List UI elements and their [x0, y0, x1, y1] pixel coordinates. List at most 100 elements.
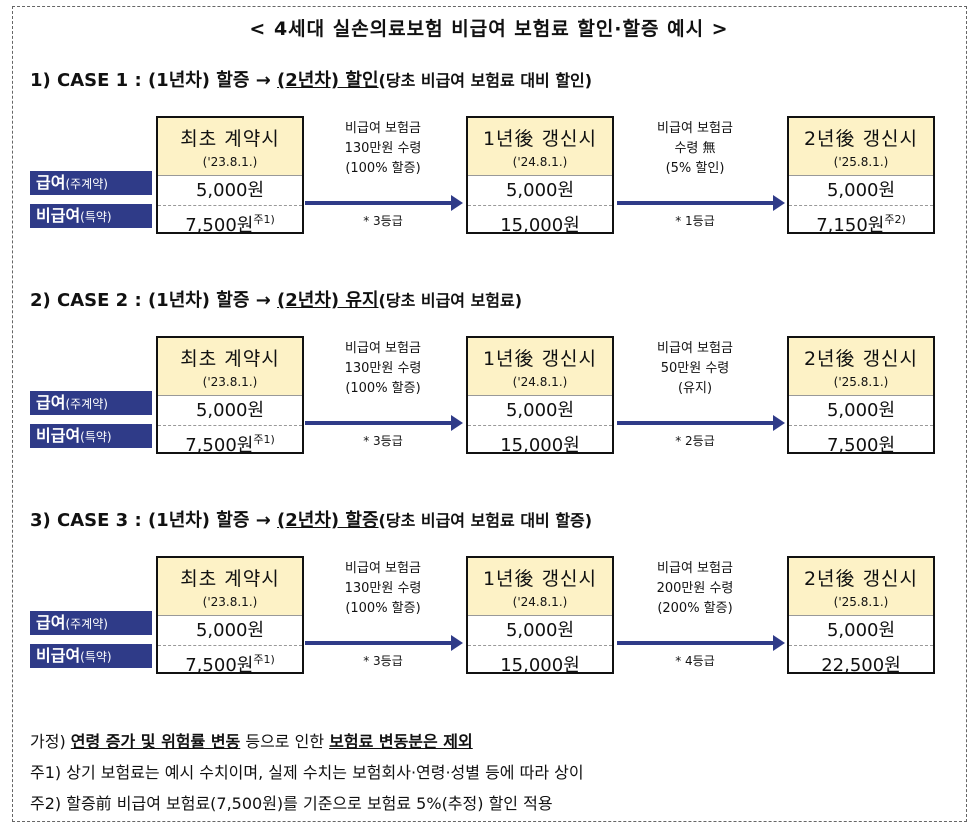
transition-line-3: (200% 할증) — [657, 601, 733, 616]
arrow-icon — [305, 195, 463, 211]
case-title: 3) CASE 3 : (1년차) 할증 → (2년차) 할증(당초 비급여 보… — [30, 506, 592, 532]
transition-desc: 비급여 보험금 130만원 수령 (100% 할증) — [303, 559, 463, 619]
period-header: 최초 계약시 ('23.8.1.) — [158, 338, 302, 396]
case-title-note: (당초 비급여 보험료 대비 할인) — [378, 71, 593, 90]
premium-non: 15,000원 — [500, 215, 580, 236]
premium-non: 7,500원 — [826, 435, 896, 456]
period-title: 1년後 갱신시 — [482, 348, 598, 370]
arrow-icon — [617, 415, 785, 431]
premium-non: 7,500원 — [185, 215, 254, 236]
premium-main: 5,000원 — [468, 616, 612, 646]
transition-line-2: 수령 無 — [674, 141, 716, 156]
arrow-icon — [305, 635, 463, 651]
period-date: ('25.8.1.) — [833, 155, 889, 169]
period-box: 최초 계약시 ('23.8.1.) 5,000원 7,500원주1) — [156, 116, 304, 236]
label-benefit-main: 급여(주계약) — [30, 611, 152, 635]
grade-label: * 1등급 — [675, 214, 715, 228]
grade-label: * 4등급 — [675, 654, 715, 668]
transition-desc: 비급여 보험금 수령 無 (5% 할인) — [615, 119, 775, 179]
label-text: 급여 — [36, 613, 66, 632]
note-2: 주2) 할증前 비급여 보험료(7,500원)를 기준으로 보험료 5%(추정)… — [30, 794, 553, 813]
period-box: 1년後 갱신시 ('24.8.1.) 5,000원 15,000원 — [466, 116, 614, 236]
premium-non-row: 7,500원주1) — [158, 426, 302, 456]
transition-line-1: 비급여 보험금 — [657, 341, 733, 356]
period-header: 2년後 갱신시 ('25.8.1.) — [789, 118, 933, 176]
label-sub: (주계약) — [65, 177, 108, 191]
label-sub: (주계약) — [65, 617, 108, 631]
premium-non-row: 15,000원 — [468, 206, 612, 236]
case-title-prefix: 1) CASE 1 : (1년차) 할증 → — [30, 70, 278, 91]
label-sub: (특약) — [80, 210, 112, 224]
transition-line-1: 비급여 보험금 — [345, 561, 421, 576]
premium-non: 22,500원 — [821, 655, 901, 676]
transition-line-1: 비급여 보험금 — [345, 341, 421, 356]
transition-line-3: (100% 할증) — [345, 381, 421, 396]
period-box: 2년後 갱신시 ('25.8.1.) 5,000원 22,500원 — [787, 556, 935, 676]
premium-main: 5,000원 — [789, 176, 933, 206]
period-date: ('23.8.1.) — [202, 155, 258, 169]
footnote-mark: 주2) — [884, 213, 906, 226]
case-1: 1) CASE 1 : (1년차) 할증 → (2년차) 할인(당초 비급여 보… — [0, 66, 978, 276]
period-header: 1년後 갱신시 ('24.8.1.) — [468, 558, 612, 616]
arrow-icon — [617, 635, 785, 651]
assumption-bold-1: 연령 증가 및 위험률 변동 — [70, 732, 241, 751]
arrow-icon — [305, 415, 463, 431]
premium-non: 15,000원 — [500, 435, 580, 456]
case-3: 3) CASE 3 : (1년차) 할증 → (2년차) 할증(당초 비급여 보… — [0, 506, 978, 716]
period-box: 1년後 갱신시 ('24.8.1.) 5,000원 15,000원 — [466, 556, 614, 676]
label-benefit-non: 비급여(특약) — [30, 424, 152, 448]
transition-line-1: 비급여 보험금 — [657, 561, 733, 576]
period-date: ('24.8.1.) — [512, 595, 568, 609]
label-text: 비급여 — [36, 426, 81, 445]
assumption-prefix: 가정) — [30, 732, 71, 751]
transition-line-1: 비급여 보험금 — [345, 121, 421, 136]
case-title-result: (2년차) 할인 — [277, 70, 379, 91]
transition-line-2: 50만원 수령 — [660, 361, 730, 376]
period-date: ('24.8.1.) — [512, 155, 568, 169]
case-title-result: (2년차) 할증 — [277, 510, 379, 531]
premium-main: 5,000원 — [158, 396, 302, 426]
premium-non-row: 22,500원 — [789, 646, 933, 676]
label-sub: (특약) — [80, 430, 112, 444]
premium-non: 7,500원 — [185, 655, 254, 676]
case-title-note: (당초 비급여 보험료) — [378, 291, 523, 310]
premium-main: 5,000원 — [158, 176, 302, 206]
period-title: 최초 계약시 — [180, 568, 280, 590]
transition-line-2: 130만원 수령 — [344, 141, 422, 156]
assumption-mid: 등으로 인한 — [240, 732, 330, 751]
label-benefit-non: 비급여(특약) — [30, 204, 152, 228]
assumption-bold-2: 보험료 변동분은 제외 — [329, 732, 473, 751]
premium-main: 5,000원 — [468, 396, 612, 426]
period-header: 1년後 갱신시 ('24.8.1.) — [468, 118, 612, 176]
transition-line-2: 200만원 수령 — [656, 581, 734, 596]
document-frame — [12, 6, 967, 822]
case-title-note: (당초 비급여 보험료 대비 할증) — [378, 511, 593, 530]
grade-label: * 2등급 — [675, 434, 715, 448]
period-title: 2년後 갱신시 — [803, 568, 919, 590]
period-box: 최초 계약시 ('23.8.1.) 5,000원 7,500원주1) — [156, 556, 304, 676]
period-title: 2년後 갱신시 — [803, 128, 919, 150]
transition-desc: 비급여 보험금 130만원 수령 (100% 할증) — [303, 119, 463, 179]
footnote-mark: 주1) — [253, 653, 275, 666]
footnote-mark: 주1) — [253, 433, 275, 446]
period-title: 1년後 갱신시 — [482, 128, 598, 150]
period-box: 2년後 갱신시 ('25.8.1.) 5,000원 7,150원주2) — [787, 116, 935, 236]
period-header: 최초 계약시 ('23.8.1.) — [158, 118, 302, 176]
transition-line-2: 130만원 수령 — [344, 361, 422, 376]
transition-desc: 비급여 보험금 50만원 수령 (유지) — [615, 339, 775, 399]
period-box: 2년後 갱신시 ('25.8.1.) 5,000원 7,500원 — [787, 336, 935, 456]
transition-line-2: 130만원 수령 — [344, 581, 422, 596]
case-title: 1) CASE 1 : (1년차) 할증 → (2년차) 할인(당초 비급여 보… — [30, 66, 592, 92]
period-date: ('23.8.1.) — [202, 595, 258, 609]
period-box: 최초 계약시 ('23.8.1.) 5,000원 7,500원주1) — [156, 336, 304, 456]
transition-line-3: (100% 할증) — [345, 601, 421, 616]
period-header: 1년後 갱신시 ('24.8.1.) — [468, 338, 612, 396]
period-box: 1년後 갱신시 ('24.8.1.) 5,000원 15,000원 — [466, 336, 614, 456]
case-title-result: (2년차) 유지 — [277, 290, 379, 311]
arrow-icon — [617, 195, 785, 211]
period-date: ('25.8.1.) — [833, 595, 889, 609]
label-benefit-non: 비급여(특약) — [30, 644, 152, 668]
label-text: 급여 — [36, 393, 66, 412]
period-header: 최초 계약시 ('23.8.1.) — [158, 558, 302, 616]
label-benefit-main: 급여(주계약) — [30, 391, 152, 415]
